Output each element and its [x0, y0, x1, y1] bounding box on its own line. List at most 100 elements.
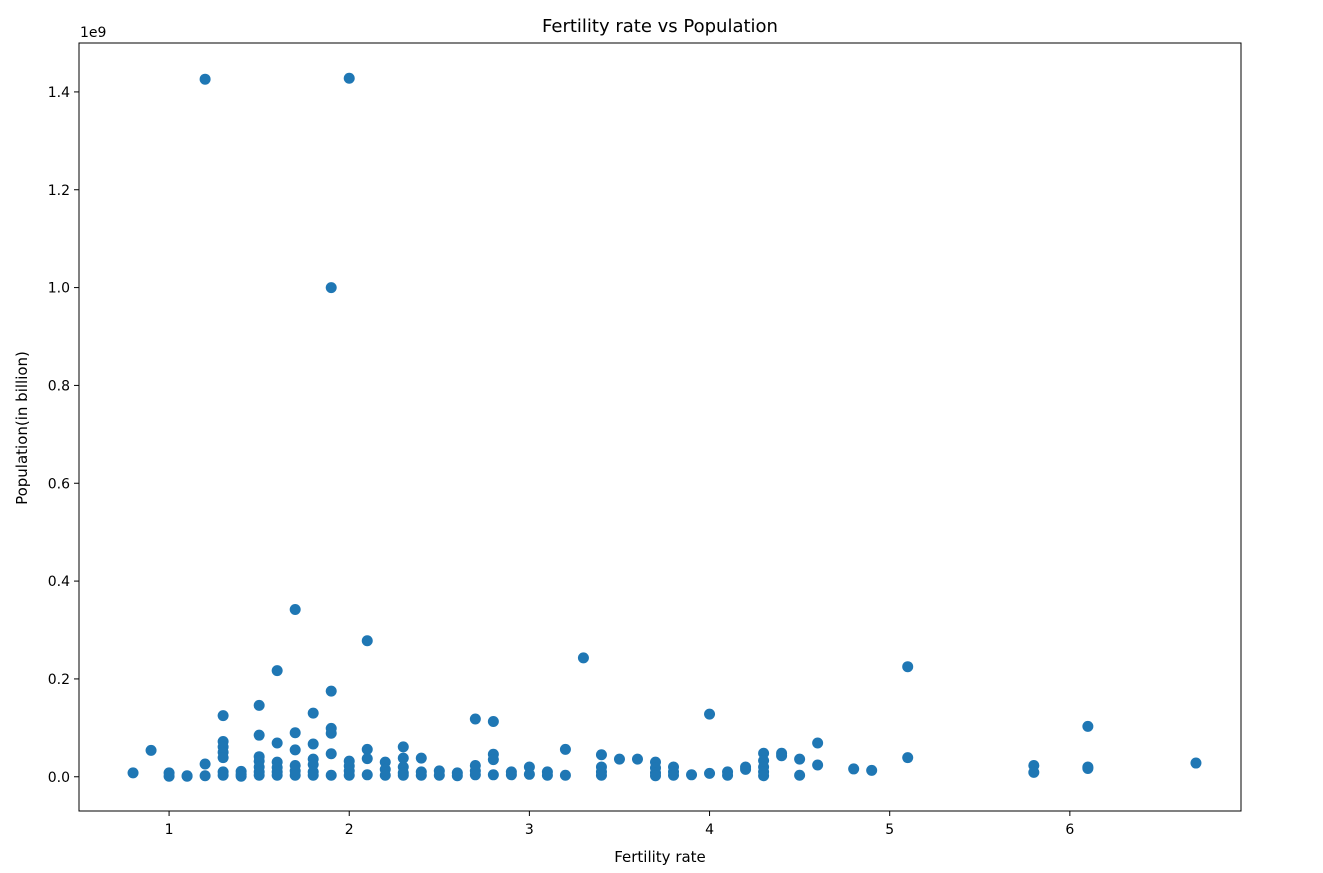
data-point: [235, 770, 247, 782]
data-point: [595, 749, 607, 761]
data-point: [325, 769, 337, 781]
data-point: [812, 737, 824, 749]
data-point: [361, 635, 373, 647]
x-tick-label: 4: [705, 822, 714, 838]
y-tick-label: 0.6: [48, 476, 70, 492]
data-point: [397, 769, 409, 781]
data-point: [379, 769, 391, 781]
x-axis-label: Fertility rate: [614, 848, 706, 866]
data-point: [271, 665, 283, 677]
data-point: [902, 752, 914, 764]
plot-area-frame: [78, 42, 1242, 812]
data-point: [217, 752, 229, 764]
x-tick-label: 5: [885, 822, 894, 838]
data-point: [217, 710, 229, 722]
data-point: [650, 770, 661, 782]
data-point: [271, 737, 283, 749]
data-point: [397, 752, 409, 764]
x-tick-label: 2: [345, 822, 354, 838]
y-tick-label: 1.4: [48, 85, 70, 101]
data-point: [199, 758, 211, 770]
data-point: [289, 727, 301, 739]
data-point: [433, 769, 445, 781]
y-tick-label: 0.8: [48, 378, 70, 394]
data-point: [686, 769, 698, 781]
data-point: [740, 763, 752, 775]
data-point: [361, 769, 373, 781]
data-point: [613, 753, 625, 765]
y-axis-label: Population(in billion): [13, 351, 31, 505]
data-point: [1082, 720, 1094, 732]
data-point: [415, 752, 427, 764]
data-point: [1082, 762, 1094, 774]
data-point: [451, 770, 463, 782]
y-tick-label: 1.2: [48, 183, 70, 199]
data-point: [487, 769, 499, 781]
data-point: [199, 73, 211, 85]
data-point: [1190, 757, 1202, 769]
data-point: [469, 713, 481, 725]
data-point: [722, 769, 734, 781]
data-point: [343, 769, 355, 781]
data-point: [145, 744, 157, 756]
data-point: [253, 699, 265, 711]
data-point: [325, 727, 337, 739]
data-point: [523, 768, 535, 780]
data-point: [253, 729, 265, 741]
ticks-layer: 1 2 3 4 5 6 0.0 0.2 0.4 0.6 0.8 1.0 1.2 1.4: [48, 85, 1075, 838]
data-point: [758, 770, 770, 782]
data-point: [181, 770, 193, 782]
data-point: [307, 707, 319, 719]
data-point: [1028, 766, 1040, 778]
data-point: [794, 769, 806, 781]
data-point: [469, 769, 481, 781]
x-tick-label: 6: [1065, 822, 1074, 838]
data-point: [361, 753, 373, 765]
data-point: [487, 754, 499, 766]
data-point: [325, 685, 337, 697]
data-point: [217, 769, 229, 781]
data-point: [794, 753, 806, 765]
y-tick-label: 0.2: [48, 672, 70, 688]
data-point: [631, 753, 643, 765]
data-point: [397, 741, 409, 753]
y-tick-label: 0.0: [48, 770, 70, 786]
data-point: [271, 769, 283, 781]
x-tick-label: 3: [525, 822, 534, 838]
data-point: [541, 769, 553, 781]
data-point: [505, 769, 517, 781]
data-point: [307, 738, 319, 750]
data-point: [704, 767, 716, 779]
data-point: [848, 763, 860, 775]
data-point: [415, 769, 427, 781]
data-point: [343, 72, 355, 84]
chart-title: Fertility rate vs Population: [542, 16, 778, 37]
data-point: [595, 769, 607, 781]
points-layer: [127, 72, 1202, 782]
y-tick-label: 0.4: [48, 574, 70, 590]
data-point: [325, 748, 337, 760]
data-point: [902, 661, 914, 673]
data-point: [289, 603, 301, 615]
x-tick-label: 1: [165, 822, 174, 838]
data-point: [559, 769, 571, 781]
data-point: [704, 708, 716, 720]
data-point: [361, 743, 373, 755]
data-point: [577, 652, 589, 664]
data-point: [307, 769, 319, 781]
data-point: [127, 767, 139, 779]
data-point: [289, 744, 301, 756]
data-point: [668, 769, 680, 781]
data-point: [199, 770, 211, 782]
data-point: [253, 769, 265, 781]
data-point: [289, 769, 301, 781]
data-point: [325, 282, 337, 294]
data-point: [559, 743, 571, 755]
data-point: [866, 764, 878, 776]
data-point: [776, 750, 788, 762]
data-point: [163, 770, 175, 782]
data-point: [812, 759, 824, 771]
y-tick-label: 1.0: [48, 281, 70, 297]
